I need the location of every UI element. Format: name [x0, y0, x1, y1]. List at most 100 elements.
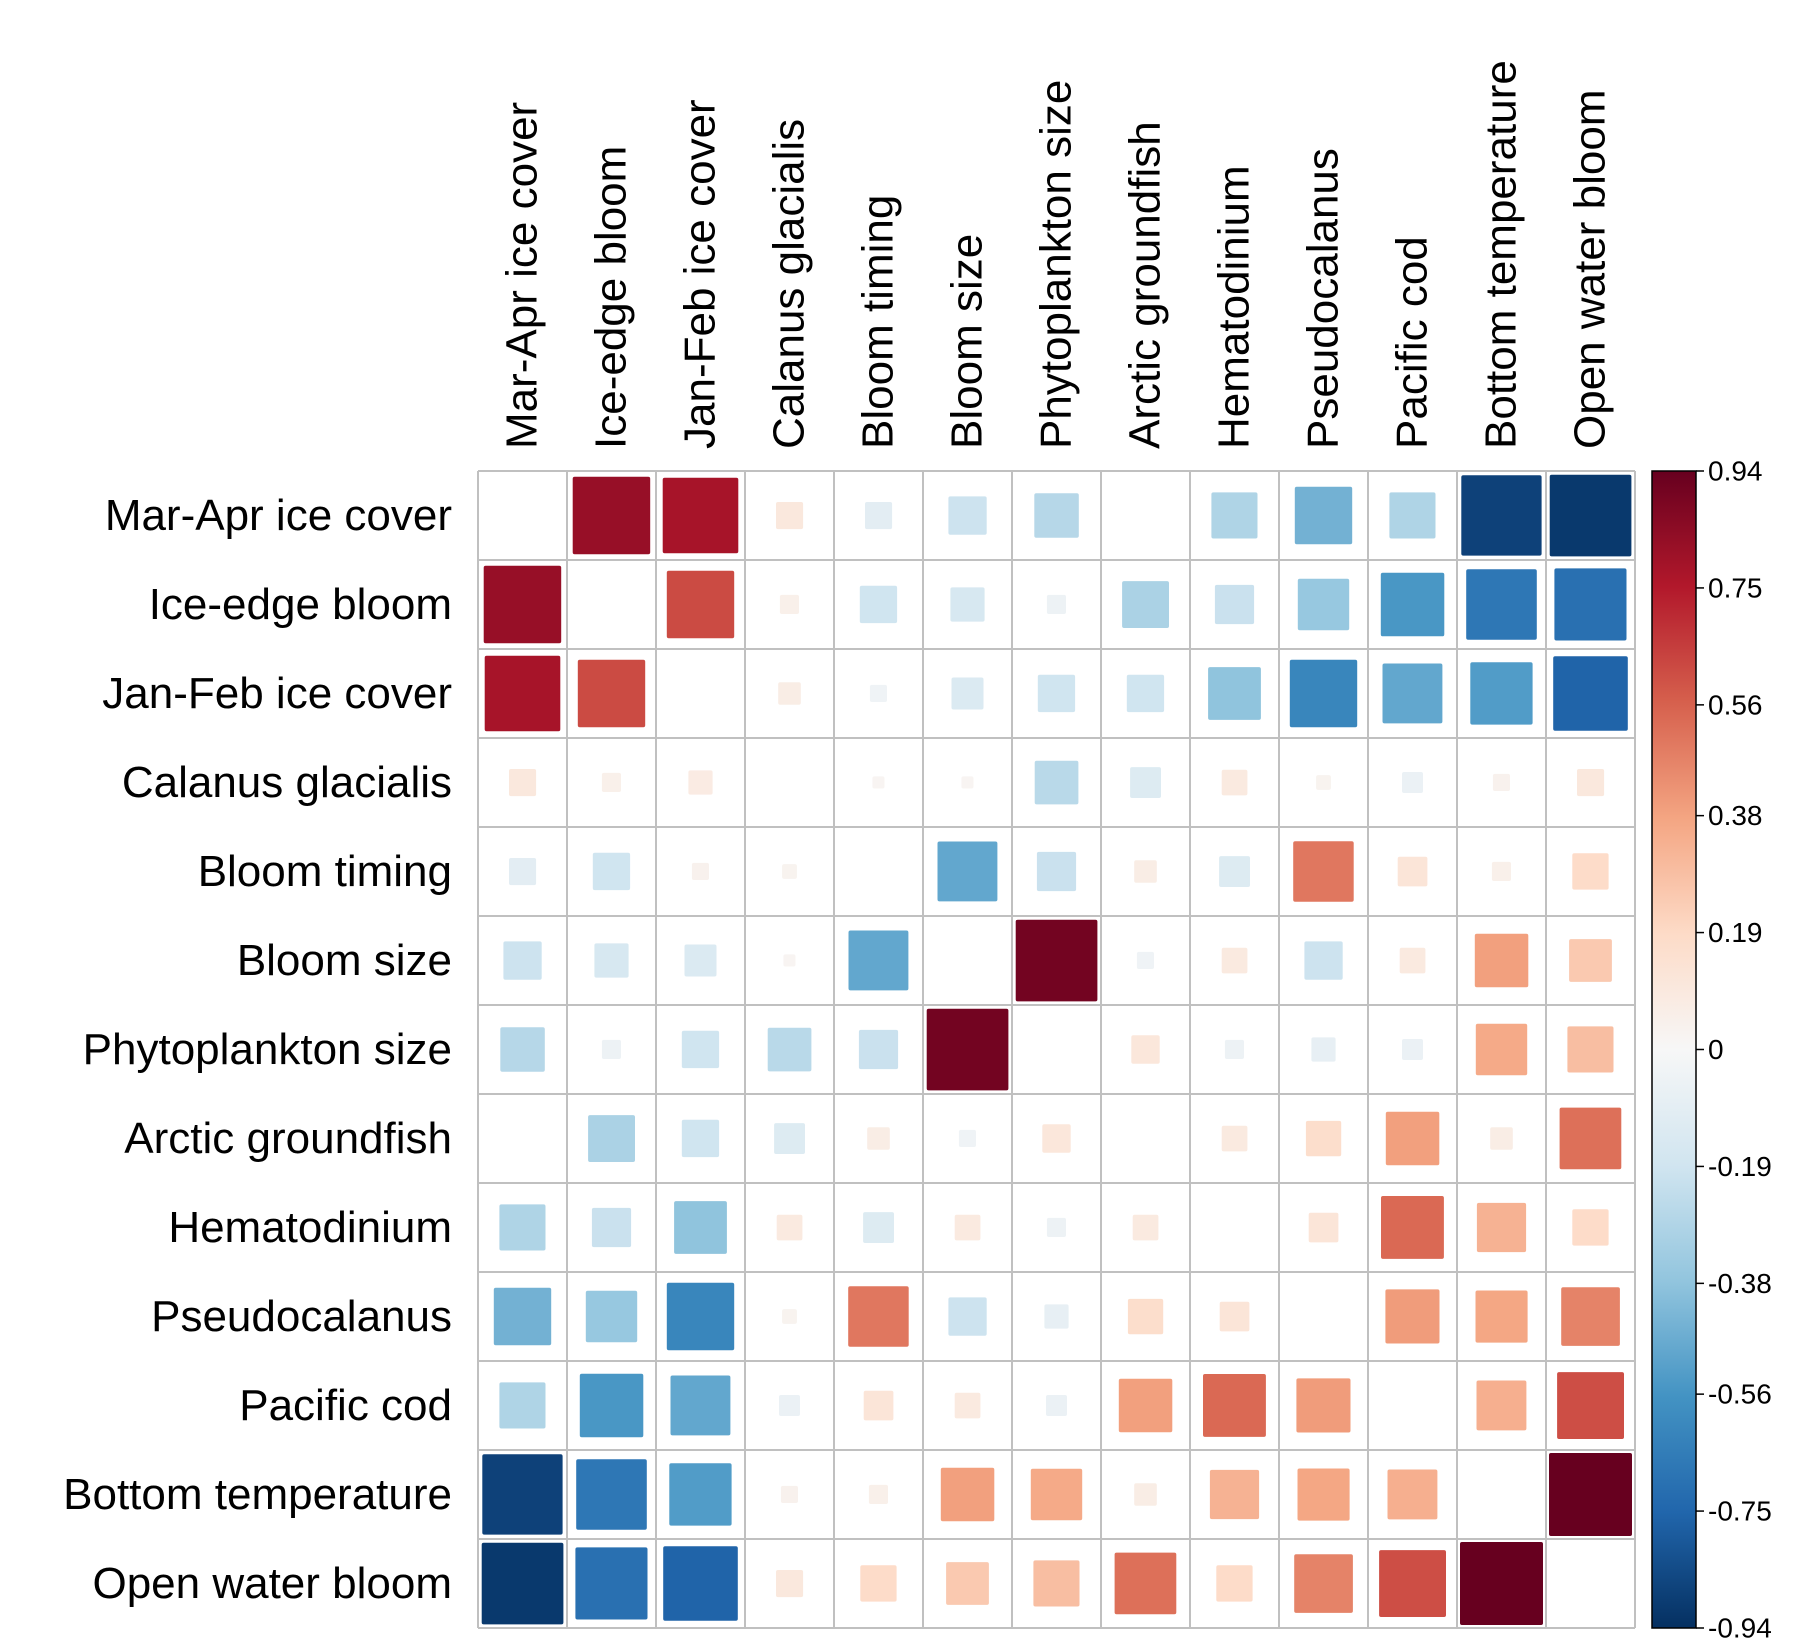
heatmap-cell	[588, 1115, 635, 1162]
heatmap-cell	[662, 477, 739, 554]
heatmap-cell	[848, 1286, 909, 1347]
row-label: Open water bloom	[92, 1559, 452, 1608]
heatmap-cell	[946, 1562, 989, 1605]
heatmap-cell	[1572, 853, 1609, 890]
heatmap-cell	[1476, 1380, 1527, 1431]
heatmap-cell	[867, 1127, 890, 1150]
column-label: Bottom temperature	[1477, 60, 1526, 449]
heatmap-cell	[1492, 773, 1510, 791]
heatmap-cell	[1379, 1550, 1446, 1617]
heatmap-cell	[1211, 492, 1258, 539]
heatmap-cell	[776, 502, 804, 530]
heatmap-cell	[484, 655, 561, 732]
heatmap-cells	[481, 474, 1632, 1625]
row-labels: Mar-Apr ice cover Ice-edge bloom Jan-Feb i…	[63, 491, 452, 1608]
heatmap-cell	[1294, 486, 1353, 545]
heatmap-cell	[669, 1463, 732, 1526]
heatmap-cell	[666, 1282, 735, 1351]
heatmap-cell	[482, 1454, 563, 1535]
row-label: Pacific cod	[239, 1381, 452, 1430]
heatmap-cell	[1297, 578, 1350, 631]
row-label: Bloom timing	[198, 847, 452, 896]
heatmap-cell	[577, 659, 646, 728]
heatmap-cell	[863, 1212, 894, 1243]
heatmap-cell	[1572, 1209, 1609, 1246]
heatmap-cell	[783, 954, 796, 967]
color-legend-tick-label: -0.94	[1708, 1613, 1772, 1644]
heatmap-cell	[1209, 1469, 1260, 1520]
row-label: Phytoplankton size	[83, 1025, 452, 1074]
heatmap-cell	[778, 682, 801, 705]
heatmap-cell	[575, 1547, 648, 1620]
heatmap-cell	[681, 1119, 720, 1158]
heatmap-cell	[961, 776, 974, 789]
heatmap-cell	[1559, 1107, 1622, 1170]
heatmap-cell	[1034, 493, 1079, 538]
heatmap-cell	[937, 841, 998, 902]
heatmap-cell	[509, 769, 537, 797]
heatmap-cell	[1296, 1378, 1351, 1433]
heatmap-cell	[1308, 1212, 1339, 1243]
heatmap-cell	[1402, 1039, 1423, 1060]
heatmap-cell	[858, 1029, 899, 1070]
heatmap-cell	[1293, 841, 1354, 902]
color-legend-tick-label: -0.38	[1708, 1268, 1772, 1299]
column-label: Arctic groundfish	[1121, 121, 1170, 449]
heatmap-cell	[670, 1375, 731, 1436]
heatmap-cell	[1466, 569, 1537, 640]
color-legend-tick-label: 0.19	[1708, 917, 1763, 948]
heatmap-cell	[1208, 667, 1261, 720]
heatmap-cell	[579, 1373, 644, 1438]
heatmap-cell	[767, 1027, 812, 1072]
heatmap-cell	[859, 585, 898, 624]
heatmap-cell	[493, 1287, 552, 1346]
row-label: Bottom temperature	[63, 1470, 452, 1519]
color-legend-tick-label: -0.75	[1708, 1496, 1772, 1527]
heatmap-cell	[591, 1207, 632, 1248]
heatmap-cell	[865, 502, 893, 530]
heatmap-cell	[1397, 856, 1428, 887]
heatmap-cell	[585, 1290, 638, 1343]
heatmap-cell	[1387, 1469, 1438, 1520]
heatmap-cell	[1221, 1125, 1248, 1152]
heatmap-cell	[869, 684, 887, 702]
heatmap-cell	[1216, 1565, 1253, 1602]
color-legend-tick-label: -0.19	[1708, 1151, 1772, 1182]
column-label: Open water bloom	[1566, 89, 1615, 449]
heatmap-cell	[1221, 769, 1248, 796]
heatmap-cell	[1475, 1290, 1528, 1343]
heatmap-cell	[1046, 1395, 1067, 1416]
heatmap-cell	[1476, 1202, 1527, 1253]
heatmap-cell	[1561, 1287, 1620, 1346]
heatmap-cell	[1402, 772, 1423, 793]
column-label: Hematodinium	[1210, 165, 1259, 449]
heatmap-cell	[576, 1459, 647, 1530]
heatmap-cell	[1219, 856, 1250, 887]
heatmap-cell	[1549, 474, 1632, 557]
heatmap-cell	[681, 1030, 720, 1069]
color-legend-ticks: 0.94 0.75 0.56 0.38 0.19 0 -0.19 -0.38 -0.56 -0.7…	[1696, 456, 1772, 1644]
heatmap-cell	[1131, 1035, 1160, 1064]
color-legend-bar	[1651, 470, 1697, 1629]
heatmap-cell	[1122, 581, 1169, 628]
heatmap-cell	[948, 496, 987, 535]
heatmap-cell	[592, 852, 631, 891]
column-label: Phytoplankton size	[1032, 80, 1081, 449]
heatmap-cell	[1553, 656, 1628, 731]
heatmap-cell	[860, 1565, 897, 1602]
heatmap-cell	[1114, 1552, 1177, 1615]
heatmap-cell	[863, 1390, 894, 1421]
heatmap-cell	[1490, 1127, 1513, 1150]
heatmap-cell	[1136, 951, 1154, 969]
color-legend-tick-label: 0	[1708, 1034, 1724, 1065]
column-labels: Mar-Apr ice cover Ice-edge bloom Jan-Feb i…	[498, 60, 1615, 449]
column-label: Bloom size	[943, 234, 992, 449]
heatmap-cell	[776, 1570, 804, 1598]
heatmap-cell	[782, 864, 797, 879]
heatmap-cell	[1297, 1468, 1350, 1521]
heatmap-cell	[481, 1542, 564, 1625]
heatmap-cell	[483, 565, 562, 644]
row-label: Calanus glacialis	[122, 758, 452, 807]
column-label: Pseudocalanus	[1299, 148, 1348, 449]
